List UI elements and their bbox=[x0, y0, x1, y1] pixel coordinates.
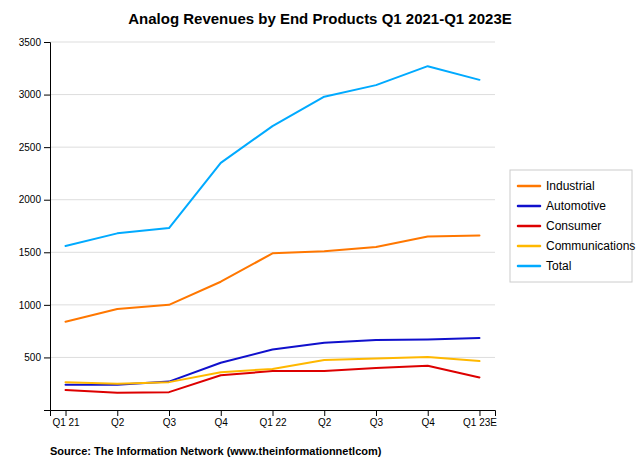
y-tick-label: 1000 bbox=[19, 300, 42, 311]
x-tick-mark bbox=[428, 410, 429, 416]
grid-line bbox=[50, 94, 495, 95]
x-tick-mark bbox=[479, 410, 480, 416]
y-tick: 2000 bbox=[19, 194, 50, 205]
x-tick-mark bbox=[324, 410, 325, 416]
x-axis-line bbox=[51, 411, 496, 417]
x-tick-mark bbox=[169, 410, 170, 416]
x-tick-label: Q1 21 bbox=[52, 417, 80, 428]
y-tick-label: 2000 bbox=[19, 194, 42, 205]
x-tick-label: Q2 bbox=[318, 417, 332, 428]
y-tick-label: 3000 bbox=[19, 89, 42, 100]
y-tick-label: 3500 bbox=[19, 37, 42, 48]
x-tick: Q4 bbox=[422, 410, 436, 428]
legend-label: Automotive bbox=[546, 199, 606, 213]
lines bbox=[66, 66, 480, 392]
x-tick-mark bbox=[376, 410, 377, 416]
x-tick: Q1 23E bbox=[463, 410, 497, 428]
title: Analog Revenues by End Products Q1 2021-… bbox=[128, 10, 511, 27]
x-tick: Q3 bbox=[163, 410, 177, 428]
legend: Industrial Automotive Consumer Communicatio… bbox=[510, 170, 635, 282]
legend-swatch bbox=[518, 225, 540, 228]
y-tick-mark bbox=[44, 200, 50, 201]
legend-swatch bbox=[518, 205, 540, 208]
x-tick: Q1 22 bbox=[259, 410, 287, 428]
legend-item: Consumer bbox=[518, 219, 601, 233]
legend-item: Industrial bbox=[518, 179, 595, 193]
y-tick: 500 bbox=[24, 352, 50, 363]
legend-swatch bbox=[518, 245, 540, 248]
y-tick-mark bbox=[44, 305, 50, 306]
x-tick: Q3 bbox=[370, 410, 384, 428]
x-tick-label: Q3 bbox=[370, 417, 384, 428]
legend-label: Communications bbox=[546, 239, 635, 253]
y-tick-mark bbox=[44, 252, 50, 253]
y-tick-mark bbox=[44, 42, 50, 43]
y-tick: 3500 bbox=[19, 37, 50, 48]
legend-label: Industrial bbox=[546, 179, 595, 193]
series-line bbox=[66, 235, 480, 321]
annotation: Source: The Information Network (www.the… bbox=[50, 445, 382, 457]
legend-label: Total bbox=[546, 259, 571, 273]
y-tick-label: 500 bbox=[24, 352, 41, 363]
series-line bbox=[66, 338, 480, 385]
legend-label: Consumer bbox=[546, 219, 601, 233]
x-tick-mark bbox=[273, 410, 274, 416]
y-tick-label: 2500 bbox=[19, 142, 42, 153]
y-tick: 2500 bbox=[19, 142, 50, 153]
x-tick: Q2 bbox=[111, 410, 125, 428]
grid-line bbox=[50, 304, 495, 305]
x-tick-label: Q4 bbox=[215, 417, 229, 428]
legend-item: Total bbox=[518, 259, 571, 273]
x-tick: Q2 bbox=[318, 410, 332, 428]
grid-line bbox=[50, 147, 495, 148]
legend-item: Communications bbox=[518, 239, 635, 253]
x-tick: Q4 bbox=[215, 410, 229, 428]
plot-area: 500100015002000250030003500Q1 21Q2Q3Q4Q1… bbox=[19, 37, 498, 428]
x-axis: Q1 21 Q2 Q3 Q4 Q1 22 Q2 Q3 Q4 Q1 23E bbox=[51, 410, 498, 428]
chart: 500100015002000250030003500Q1 21Q2Q3Q4Q1… bbox=[0, 0, 640, 465]
legend-item: Automotive bbox=[518, 199, 606, 213]
y-tick-mark bbox=[44, 95, 50, 96]
y-tick-label: 1500 bbox=[19, 247, 42, 258]
series-line bbox=[66, 357, 480, 384]
x-tick-label: Q4 bbox=[422, 417, 436, 428]
y-axis-line bbox=[44, 43, 51, 411]
legend-swatch bbox=[518, 185, 540, 188]
x-tick-label: Q3 bbox=[163, 417, 177, 428]
y-tick: 1000 bbox=[19, 300, 50, 311]
x-tick-mark bbox=[117, 410, 118, 416]
x-tick-label: Q2 bbox=[111, 417, 125, 428]
x-tick-label: Q1 22 bbox=[259, 417, 287, 428]
x-tick-mark bbox=[66, 410, 67, 416]
grid-line bbox=[50, 199, 495, 200]
x-tick: Q1 21 bbox=[52, 410, 80, 428]
y-tick-mark bbox=[44, 147, 50, 148]
x-tick-mark bbox=[221, 410, 222, 416]
legend-frame bbox=[510, 170, 632, 282]
y-axis: 500 1000 1500 2000 2500 3000 3500 bbox=[19, 37, 51, 411]
x-tick-label: Q1 23E bbox=[463, 417, 497, 428]
y-tick-mark bbox=[44, 357, 50, 358]
y-tick: 1500 bbox=[19, 247, 50, 258]
series-line bbox=[66, 66, 480, 246]
legend-swatch bbox=[518, 265, 540, 268]
grid bbox=[50, 42, 495, 357]
y-tick: 3000 bbox=[19, 89, 50, 100]
grid-line bbox=[50, 42, 495, 43]
